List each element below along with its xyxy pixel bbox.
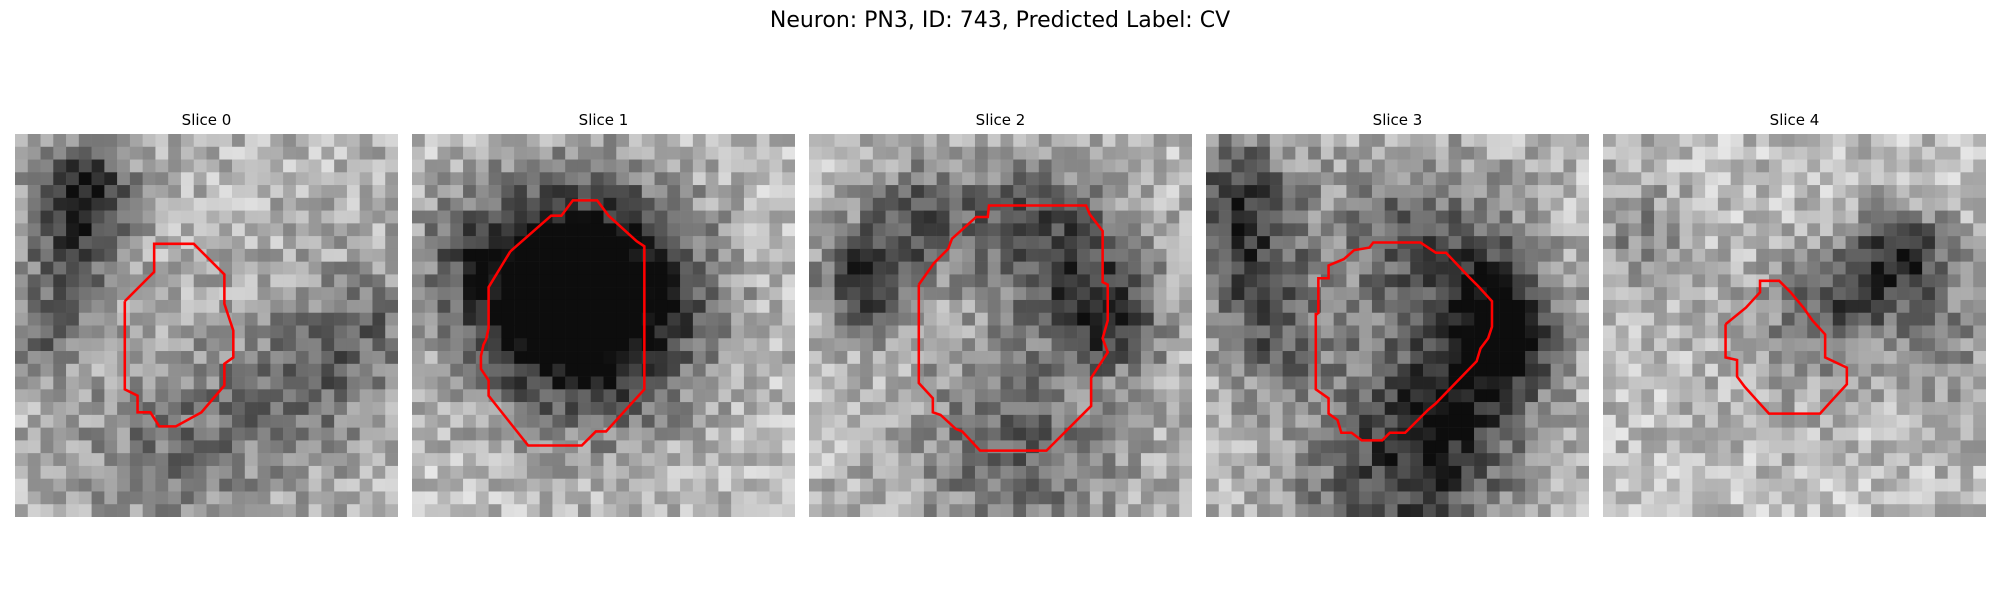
segmentation-contour [1314,241,1494,442]
segmentation-contour [917,204,1110,452]
microscopy-image [412,134,795,517]
slice-panel-3: Slice 3 [1206,108,1589,517]
microscopy-image [809,134,1192,517]
slice-title: Slice 3 [1372,111,1423,129]
slice-panel-2: Slice 2 [809,108,1192,517]
microscopy-image [15,134,398,517]
slice-title: Slice 1 [578,111,629,129]
slice-image-svg [1603,134,1986,517]
slice-panel-4: Slice 4 [1603,108,1986,517]
slice-image-svg [809,134,1192,517]
segmentation-contour [479,199,646,447]
pixel-grid [1206,134,1589,517]
microscopy-image [1206,134,1589,517]
slice-image-svg [412,134,795,517]
slice-title: Slice 0 [181,111,232,129]
pixel-grid [15,134,398,517]
slice-title: Slice 4 [1769,111,1820,129]
slice-panel-1: Slice 1 [412,108,795,517]
slice-image-svg [15,134,398,517]
pixel-grid [412,134,795,517]
segmentation-contour [1724,279,1849,415]
figure-title: Neuron: PN3, ID: 743, Predicted Label: C… [769,8,1231,33]
slice-image-svg [1206,134,1589,517]
slice-title: Slice 2 [975,111,1026,129]
pixel-grid [1603,134,1986,517]
pixel-grid [809,134,1192,517]
segmentation-contour [123,242,235,428]
slice-panel-0: Slice 0 [15,108,398,517]
microscopy-image [1603,134,1986,517]
